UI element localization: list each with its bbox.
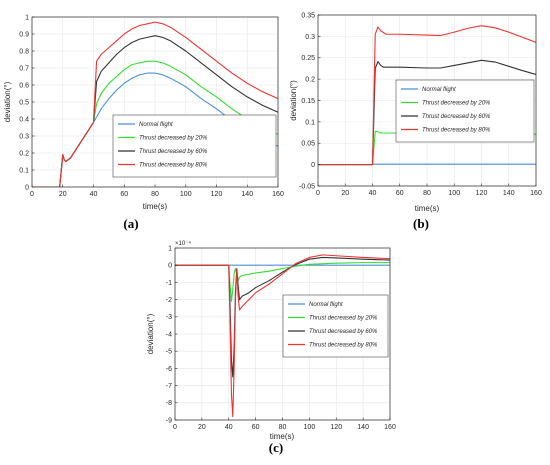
x-tick-label-b: 140	[503, 190, 515, 197]
series-line-b-2	[318, 59, 536, 166]
x-axis-label-b: time(s)	[415, 204, 440, 213]
y-tick-label-a: 0.1	[19, 167, 29, 174]
x-axis-label-a: time(s)	[143, 202, 168, 211]
y-tick-label-c: -9	[166, 417, 172, 424]
x-tick-label-a: 100	[180, 191, 192, 198]
y-tick-label-c: -3	[166, 314, 172, 321]
x-tick-label-a: 40	[90, 191, 98, 198]
legend-label-c-3: Thrust decreased by 80%	[309, 343, 378, 349]
y-tick-label-c: -8	[166, 400, 172, 407]
legend-a: Normal flight Thrust decreased by 20% Thru…	[112, 114, 277, 178]
x-tick-label-c: 0	[173, 424, 177, 431]
chart-b: 0 20 40 60 80 100 120 140 160-0.0500.050.10.150.…	[289, 12, 542, 231]
x-tick-label-b: 160	[530, 190, 542, 197]
x-tick-label-b: 40	[369, 190, 377, 197]
y-tick-label-b: 0.1	[305, 119, 315, 126]
x-tick-label-a: 80	[151, 191, 159, 198]
x-tick-label-a: 140	[241, 191, 253, 198]
y-tick-label-b: -0.05	[299, 183, 315, 190]
y-tick-label-a: 0.2	[19, 150, 29, 157]
y-axis-label-a: deviation(°)	[3, 81, 12, 122]
y-tick-label-b: 0.05	[301, 141, 315, 148]
chart-a: 0 20 40 60 80 100 120 140 160 0 0.1 0.2 0.3 0.4 0.5 0.6…	[3, 14, 284, 231]
y-tick-label-c: -6	[166, 366, 172, 373]
x-tick-label-b: 20	[341, 190, 349, 197]
legend-label-b-2: Thrust decreased by 60%	[422, 114, 491, 120]
y-tick-label-c: 0	[168, 263, 172, 270]
y-tick-label-a: 1	[25, 14, 29, 21]
legend-label-a-0: Normal flight	[139, 122, 173, 128]
y-tick-label-a: 0.7	[19, 65, 29, 72]
y-tick-label-b: 0.25	[301, 55, 315, 62]
x-tick-label-c: 160	[384, 424, 396, 431]
y-tick-label-a: 0.5	[19, 99, 29, 106]
y-tick-label-a: 0.6	[19, 82, 29, 89]
x-tick-label-c: 60	[252, 424, 260, 431]
x-tick-label-c: 140	[357, 424, 369, 431]
x-tick-label-b: 120	[476, 190, 488, 197]
y-tick-label-b: 0.3	[305, 34, 315, 41]
legend-box-b	[395, 79, 535, 143]
x-tick-label-b: 60	[396, 190, 404, 197]
x-axis-label-c: time(s)	[270, 432, 295, 441]
caption-b: (b)	[413, 216, 429, 231]
legend-box-c	[282, 294, 389, 358]
x-tick-label-b: 80	[423, 190, 431, 197]
y-tick-label-c: -5	[166, 349, 172, 356]
legend-box-a	[112, 114, 277, 178]
legend-label-b-3: Thrust decreased by 80%	[422, 128, 491, 134]
x-tick-label-b: 0	[316, 190, 320, 197]
caption-a: (a)	[123, 216, 138, 231]
y-tick-label-b: 0.2	[305, 77, 315, 84]
y-tick-label-b: 0	[311, 162, 315, 169]
y-tick-label-c: -7	[166, 383, 172, 390]
x-tick-label-a: 120	[211, 191, 223, 198]
legend-label-a-2: Thrust decreased by 60%	[139, 149, 208, 155]
y-tick-label-a: 0.3	[19, 133, 29, 140]
x-tick-label-c: 40	[225, 424, 233, 431]
legend-label-c-0: Normal flight	[309, 302, 343, 308]
x-tick-label-c: 20	[198, 424, 206, 431]
legend-b: Normal flight Thrust decreased by 20% Thru…	[395, 79, 535, 143]
y-tick-label-b: 0.35	[301, 12, 315, 19]
x-tick-label-a: 60	[120, 191, 128, 198]
series-line-c-1	[175, 262, 390, 302]
legend-label-b-1: Thrust decreased by 20%	[422, 101, 491, 107]
x-tick-label-c: 100	[304, 424, 316, 431]
series-line-a-3	[32, 21, 278, 187]
x-tick-label-b: 100	[448, 190, 460, 197]
legend-label-b-0: Normal flight	[422, 87, 456, 93]
y-tick-label-c: 1	[168, 245, 172, 252]
caption-c: (c)	[269, 440, 283, 455]
y-tick-label-a: 0	[25, 184, 29, 191]
legend-label-a-3: Thrust decreased by 80%	[139, 163, 208, 169]
y-tick-label-a: 0.8	[19, 48, 29, 55]
y-axis-label-b: deviation(°)	[289, 80, 298, 121]
legend-label-c-1: Thrust decreased by 20%	[309, 316, 378, 322]
x-tick-label-a: 0	[30, 191, 34, 198]
chart-c: 0 20 40 60 80 100 120 140 160 -9 -8 -7 -6 -5 -4 -3 -2 -1 0…	[146, 240, 396, 455]
legend-label-c-2: Thrust decreased by 60%	[309, 329, 378, 335]
y-multiplier-c: ×10⁻⁴	[175, 240, 191, 247]
series-line-c-3	[175, 254, 390, 418]
y-tick-label-a: 0.4	[19, 116, 29, 123]
y-axis-label-c: deviation(°)	[146, 313, 155, 354]
x-tick-label-a: 160	[272, 191, 284, 198]
y-tick-label-c: -2	[166, 297, 172, 304]
y-tick-label-c: -1	[166, 280, 172, 287]
legend-label-a-1: Thrust decreased by 20%	[139, 136, 208, 142]
legend-c: Normal flight Thrust decreased by 20% Thru…	[282, 294, 389, 358]
series-line-b-3	[318, 25, 536, 166]
y-tick-label-a: 0.9	[19, 31, 29, 38]
series-line-c-2	[175, 256, 390, 378]
x-tick-label-a: 20	[59, 191, 67, 198]
y-tick-label-c: -4	[166, 331, 172, 338]
y-tick-label-b: 0.15	[301, 98, 315, 105]
x-tick-label-c: 120	[330, 424, 342, 431]
x-tick-label-c: 80	[279, 424, 287, 431]
